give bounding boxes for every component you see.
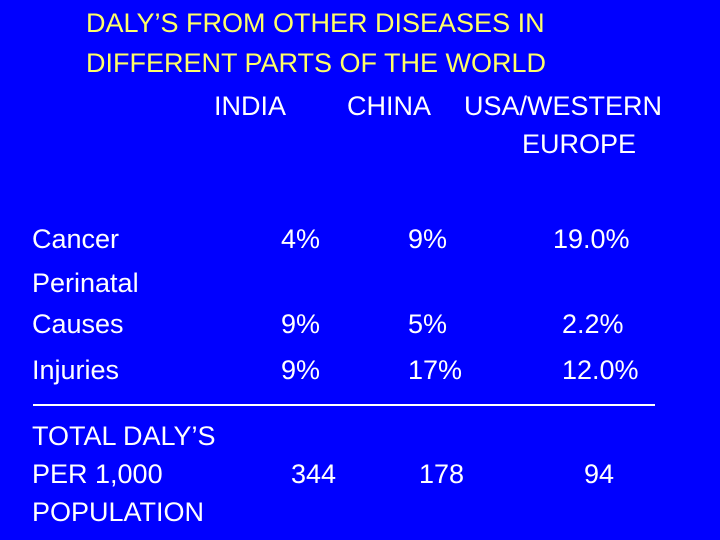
total-china: 178 [419, 459, 465, 489]
cell-injuries-usa: 12.0% [562, 355, 639, 385]
title-line-1: DALY’S FROM OTHER DISEASES IN [86, 8, 545, 38]
row-label-perinatal-line-2: Causes [32, 309, 124, 339]
cell-perinatal-usa: 2.2% [562, 309, 624, 339]
column-header-india: INDIA [214, 91, 287, 121]
row-label-perinatal-line-1: Perinatal [32, 268, 139, 298]
table-divider [33, 404, 655, 406]
cell-injuries-india: 9% [281, 355, 321, 385]
column-header-usa-line-2: EUROPE [522, 129, 637, 159]
cell-injuries-china: 17% [408, 355, 463, 385]
row-label-injuries: Injuries [32, 355, 120, 385]
cell-perinatal-china: 5% [408, 309, 448, 339]
title-line-2: DIFFERENT PARTS OF THE WORLD [86, 48, 547, 78]
column-header-usa-line-1: USA/WESTERN [464, 91, 663, 121]
total-label-line-2: PER 1,000 [32, 459, 163, 489]
total-india: 344 [291, 459, 337, 489]
total-usa: 94 [584, 459, 615, 489]
column-header-china: CHINA [347, 91, 432, 121]
cell-cancer-india: 4% [281, 224, 321, 254]
cell-perinatal-india: 9% [281, 309, 321, 339]
row-label-cancer: Cancer [32, 224, 120, 254]
total-label-line-3: POPULATION [32, 497, 205, 527]
cell-cancer-china: 9% [408, 224, 448, 254]
total-label-line-1: TOTAL DALY’S [32, 421, 216, 451]
cell-cancer-usa: 19.0% [553, 224, 630, 254]
